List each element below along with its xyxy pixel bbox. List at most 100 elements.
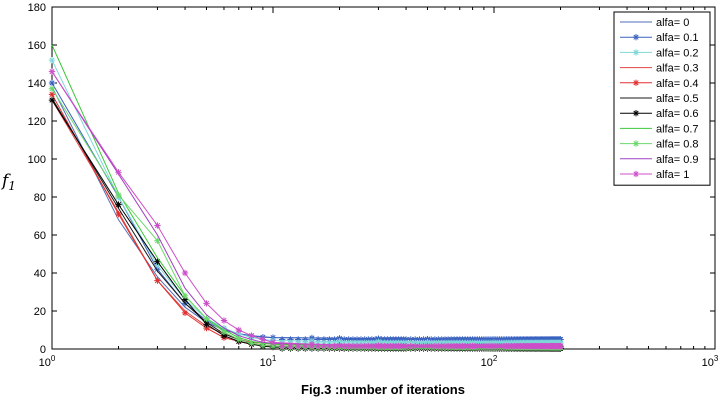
data-point (220, 328, 228, 336)
data-point-tail (294, 342, 302, 350)
data-point (115, 201, 122, 208)
legend-label: alfa= 0.8 (656, 139, 699, 151)
x-tick-base: 10 (260, 357, 272, 369)
y-tick-label: 0 (40, 344, 46, 356)
x-tick-base: 10 (39, 357, 51, 369)
data-point-tail (557, 342, 564, 350)
data-point (203, 300, 210, 307)
data-point-tail (278, 342, 286, 350)
data-point (181, 269, 189, 277)
legend-marker (632, 140, 640, 147)
legend-label: alfa= 1 (656, 169, 689, 181)
series-1 (48, 79, 564, 343)
data-point-tail (314, 342, 322, 350)
x-tick-label: 100 (39, 354, 56, 369)
data-point (154, 222, 161, 229)
data-point (248, 340, 255, 347)
y-tick-label: 180 (28, 2, 46, 14)
legend-item: alfa= 0.9 (620, 154, 699, 166)
series-line (51, 59, 561, 344)
y-tick-label: 120 (28, 116, 46, 128)
x-tick-label: 101 (260, 354, 277, 369)
x-axis: 100 101 102 103 (39, 7, 719, 369)
series-layer (48, 44, 564, 352)
series-2 (48, 57, 564, 347)
data-point (235, 326, 242, 334)
legend-label: alfa= 0.5 (656, 93, 699, 105)
series-line (51, 94, 561, 348)
data-point-tail (424, 342, 431, 350)
data-point (48, 96, 56, 104)
y-tick-label: 40 (34, 268, 46, 280)
legend-item: alfa= 0 (620, 17, 689, 29)
data-point (259, 342, 267, 349)
legend-label: alfa= 0.6 (656, 108, 699, 120)
data-point (154, 277, 161, 284)
legend-item: alfa= 0.5 (620, 93, 699, 105)
y-tick-label: 60 (34, 230, 46, 242)
x-tick-exponent: 0 (51, 354, 56, 363)
data-point-tail (302, 342, 309, 350)
data-point (220, 317, 228, 324)
series-line (51, 99, 561, 347)
legend-item: alfa= 0.4 (620, 78, 699, 90)
x-tick-base: 10 (702, 357, 714, 369)
data-point (181, 292, 189, 299)
data-point (220, 332, 228, 339)
x-tick-exponent: 3 (714, 354, 719, 363)
y-axis-label: f1 (0, 171, 16, 193)
series-6 (48, 96, 564, 352)
y-tick-label: 160 (28, 40, 46, 52)
y-tick-label: 20 (34, 306, 46, 318)
legend-marker (632, 170, 640, 178)
series-5 (51, 97, 561, 349)
legend-label: alfa= 0.2 (656, 47, 699, 59)
legend-label: alfa= 0.1 (656, 32, 699, 44)
legend-item: alfa= 0.7 (620, 123, 699, 135)
series-10 (48, 68, 564, 350)
series-line (51, 97, 561, 349)
data-point-tail (287, 342, 294, 350)
data-point (48, 79, 56, 87)
legend-marker (632, 79, 640, 86)
legend-item: alfa= 0.2 (620, 47, 699, 59)
y-tick-label: 80 (34, 192, 46, 204)
data-point (154, 237, 161, 244)
legend-marker (632, 110, 640, 117)
data-point (48, 85, 56, 92)
y-axis-label-subscript: 1 (8, 179, 16, 193)
data-point (48, 68, 56, 75)
legend-item: alfa= 0.3 (620, 63, 699, 75)
legend-marker (632, 34, 640, 41)
y-axis-label-main: f (0, 171, 11, 191)
data-point (235, 336, 242, 343)
data-point (48, 91, 56, 98)
y-axis: 0 20 40 60 80 100 120 140 160 180 (28, 2, 715, 356)
series-7 (51, 44, 561, 348)
legend: alfa= 0 alfa= 0.1 alfa= 0.2 alfa= 0.3 alfa= … (613, 11, 711, 186)
legend-item: alfa= 0.8 (620, 139, 699, 151)
legend-label: alfa= 0.4 (656, 78, 699, 90)
series-3 (51, 99, 561, 347)
data-point (248, 332, 255, 339)
data-point (115, 191, 122, 199)
legend-label: alfa= 0.7 (656, 123, 699, 135)
legend-marker (632, 49, 640, 56)
legend-item: alfa= 1 (620, 169, 689, 181)
x-tick-label: 102 (481, 354, 498, 369)
series-8 (48, 85, 564, 351)
legend-item: alfa= 0.6 (620, 108, 699, 120)
x-tick-label: 103 (702, 354, 719, 369)
data-point (115, 169, 122, 176)
y-tick-label: 100 (28, 154, 46, 166)
legend-label: alfa= 0.3 (656, 63, 699, 75)
data-point-tail (349, 342, 357, 350)
x-axis-label: Fig.3 :number of iterations (301, 382, 465, 397)
legend-item: alfa= 0.1 (620, 32, 699, 44)
data-point (203, 315, 210, 322)
legend-label: alfa= 0.9 (656, 154, 699, 166)
series-line (51, 44, 561, 348)
data-point-tail (308, 342, 316, 350)
data-point (48, 57, 56, 64)
